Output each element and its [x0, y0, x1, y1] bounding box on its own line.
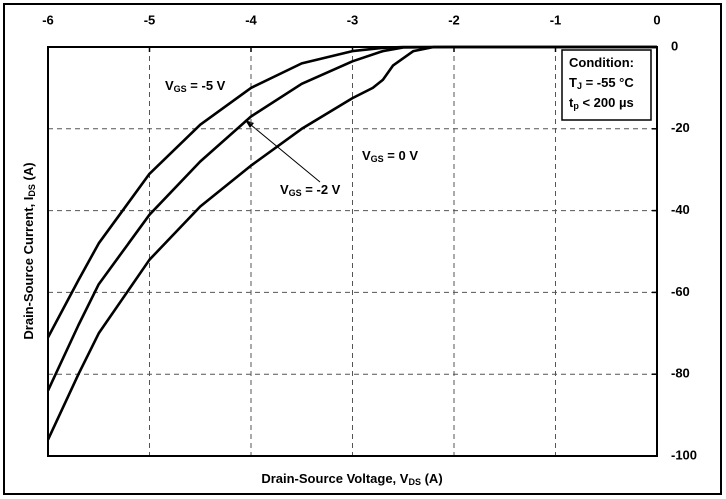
plot-border: [47, 46, 658, 457]
x-axis-label: Drain-Source Voltage, VDS (A): [261, 471, 442, 487]
text-part: (A): [21, 162, 36, 184]
text-part: = -2 V: [302, 182, 341, 197]
text-part: t: [569, 95, 574, 110]
text-part: Condition:: [569, 55, 634, 70]
x-tick-label: -4: [245, 12, 257, 27]
subscript: GS: [371, 154, 384, 164]
text-part: V: [280, 182, 289, 197]
y-tick-label: -20: [671, 120, 690, 135]
text-part: = 0 V: [384, 148, 419, 163]
series-label: VGS = -5 V: [165, 78, 226, 94]
annotation-arrow: [244, 119, 321, 183]
condition-text: TJ = -55 °C: [569, 75, 634, 91]
subscript: DS: [27, 184, 37, 197]
subscript: J: [577, 81, 582, 91]
y-tick-label: -80: [671, 366, 690, 381]
text-part: = -55 °C: [582, 75, 634, 90]
condition-box: [561, 49, 652, 121]
y-tick-label: -100: [671, 447, 697, 462]
text-part: V: [362, 148, 371, 163]
text-part: Drain-Source Current, I: [21, 197, 36, 340]
y-tick-label: 0: [671, 38, 678, 53]
y-tick-label: -60: [671, 284, 690, 299]
data-line: [46, 45, 657, 441]
subscript: DS: [408, 477, 421, 487]
text-part: (A): [421, 471, 443, 486]
subscript: p: [573, 101, 579, 111]
arrow-head: [245, 120, 254, 128]
x-tick-label: -6: [42, 12, 54, 27]
x-tick-label: -3: [347, 12, 359, 27]
x-tick-label: 0: [653, 12, 660, 27]
frame: [3, 3, 722, 495]
condition-text: tp < 200 µs: [569, 95, 634, 111]
text-part: Drain-Source Voltage, V: [261, 471, 408, 486]
text-part: < 200 µs: [579, 95, 634, 110]
x-tick-label: -2: [448, 12, 460, 27]
series-label: VGS = 0 V: [362, 148, 418, 164]
condition-text: Condition:: [569, 55, 634, 70]
x-tick-label: -1: [550, 12, 562, 27]
x-tick-label: -5: [144, 12, 156, 27]
y-tick-label: -40: [671, 202, 690, 217]
y-axis-label: Drain-Source Current, IDS (A): [21, 162, 37, 339]
subscript: GS: [289, 188, 302, 198]
text-part: V: [165, 78, 174, 93]
series-label: VGS = -2 V: [280, 182, 341, 198]
text-part: T: [569, 75, 577, 90]
subscript: GS: [174, 84, 187, 94]
text-part: = -5 V: [187, 78, 226, 93]
